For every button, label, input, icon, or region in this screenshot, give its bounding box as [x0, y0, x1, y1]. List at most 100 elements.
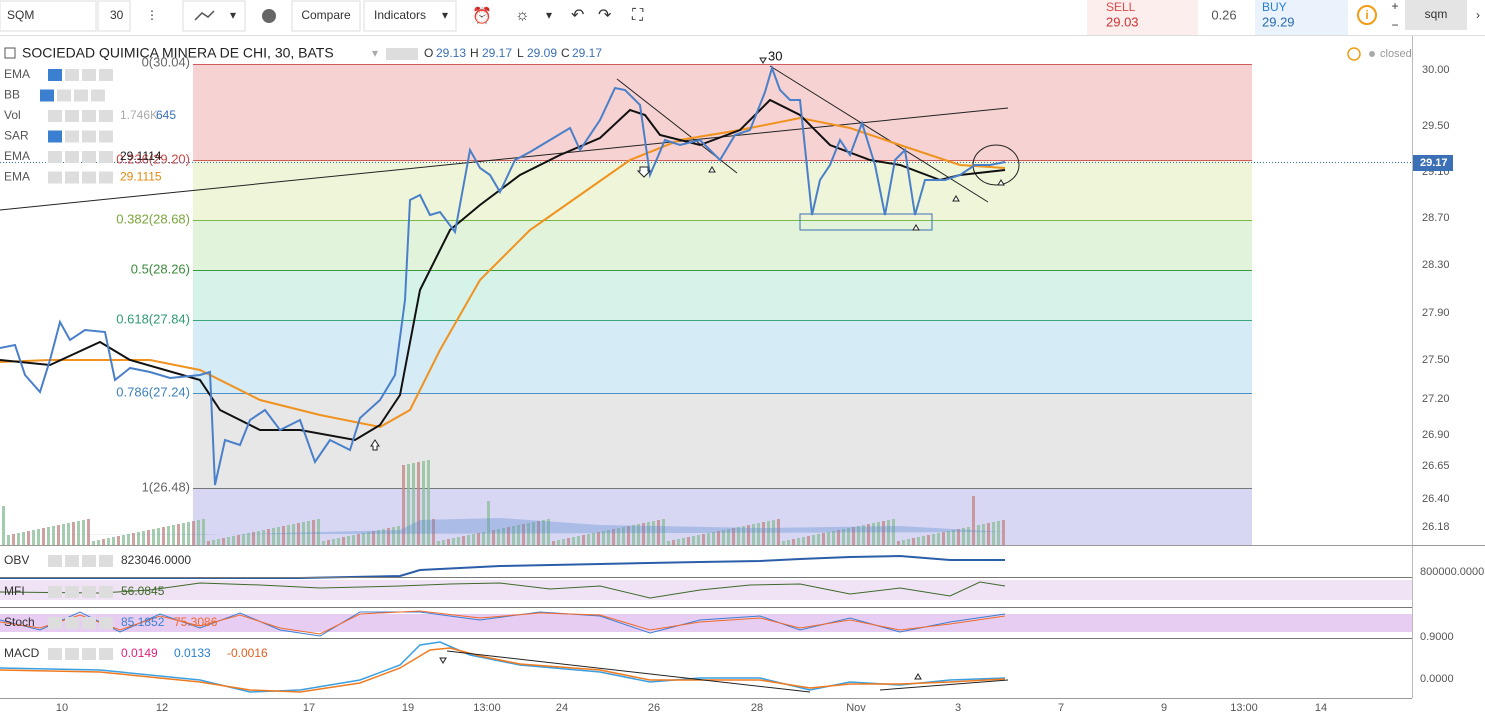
- volume-bar: [547, 519, 550, 545]
- panel-button[interactable]: [82, 586, 96, 598]
- indicator-button[interactable]: [48, 110, 62, 122]
- volume-bar: [937, 533, 940, 545]
- panel-button[interactable]: [65, 586, 79, 598]
- volume-ma: [0, 518, 1005, 535]
- undo-button[interactable]: ↶: [571, 7, 584, 24]
- indicator-button[interactable]: [65, 110, 79, 122]
- volume-bar: [442, 540, 445, 545]
- panel-button[interactable]: [48, 617, 62, 629]
- volume-bar: [252, 532, 255, 545]
- sell-box[interactable]: [1087, 0, 1198, 35]
- indicator-button[interactable]: [74, 89, 88, 102]
- alert-button[interactable]: ⏰: [472, 6, 492, 25]
- volume-bar: [767, 521, 770, 545]
- idea-button[interactable]: ☼: [515, 7, 530, 24]
- indicator-button[interactable]: [48, 151, 62, 163]
- volume-bar: [407, 464, 410, 545]
- panel-button[interactable]: [48, 555, 62, 567]
- indicator-button[interactable]: [82, 171, 96, 184]
- panel-button[interactable]: [82, 555, 96, 567]
- volume-bar: [607, 530, 610, 545]
- volume-bar: [17, 533, 20, 545]
- panel-button[interactable]: [99, 648, 113, 660]
- volume-bar: [172, 525, 175, 545]
- zoom-in[interactable]: +: [1391, 0, 1398, 13]
- indicator-button[interactable]: [99, 69, 113, 81]
- panel-button[interactable]: [65, 555, 79, 567]
- indicator-button[interactable]: [65, 69, 79, 81]
- dropdown[interactable]: ▾: [372, 46, 378, 60]
- indicator-button[interactable]: [99, 110, 113, 122]
- volume-bar: [742, 526, 745, 545]
- indicator-button[interactable]: [48, 171, 62, 184]
- symbol-input[interactable]: [0, 0, 97, 32]
- chart-style-button[interactable]: [182, 0, 246, 32]
- volume-bar: [112, 537, 115, 545]
- zoom-out[interactable]: −: [1391, 18, 1398, 32]
- indicator-button[interactable]: [82, 110, 96, 122]
- toolbar: SQM 30 ⋮ ▾ Compare Indicators ▾ ⏰ ☼ ▾ ↶ …: [0, 0, 1485, 36]
- volume-bar: [137, 532, 140, 545]
- fib-label: 0.618(27.84): [116, 311, 190, 326]
- volume-bar: [852, 527, 855, 545]
- indicator-button[interactable]: [48, 130, 62, 143]
- compare-button[interactable]: [291, 0, 361, 32]
- volume-bar: [192, 521, 195, 545]
- tab-arrow: ›: [1476, 8, 1480, 22]
- redo-button[interactable]: ↷: [598, 7, 612, 24]
- indicator-button[interactable]: [82, 130, 96, 143]
- panel-button[interactable]: [99, 617, 113, 629]
- volume-bar: [272, 528, 275, 545]
- volume-bar: [262, 530, 265, 545]
- warning-icon[interactable]: [1357, 5, 1377, 25]
- panel-button[interactable]: [65, 617, 79, 629]
- price-tick-label: 26.40: [1422, 493, 1450, 505]
- panel-button[interactable]: [99, 555, 113, 567]
- indicator-button[interactable]: [65, 171, 79, 184]
- volume-bar: [117, 536, 120, 545]
- indicator-button[interactable]: [48, 69, 62, 81]
- volume-bar: [582, 535, 585, 545]
- panel-button[interactable]: [99, 586, 113, 598]
- interval-input[interactable]: [97, 0, 131, 32]
- indicator-value: 1.746K: [120, 108, 158, 122]
- indicator-button[interactable]: [99, 130, 113, 143]
- volume-bar: [222, 538, 225, 545]
- indicator-button[interactable]: [65, 130, 79, 143]
- volume-bar: [637, 524, 640, 545]
- volume-bar: [877, 522, 880, 545]
- volume-bar: [102, 539, 105, 545]
- time-tick-label: 14: [1315, 702, 1327, 714]
- volume-bar: [107, 538, 110, 545]
- indicator-button[interactable]: [65, 151, 79, 163]
- legend-buttons[interactable]: [386, 48, 418, 60]
- volume-bar: [987, 523, 990, 545]
- volume-bar: [857, 526, 860, 545]
- indicator-button[interactable]: [82, 151, 96, 163]
- fullscreen-button[interactable]: ⛶: [632, 7, 644, 24]
- panel-button[interactable]: [82, 617, 96, 629]
- svg-text:i: i: [1365, 8, 1368, 22]
- indicator-button[interactable]: [57, 89, 71, 102]
- panel-button[interactable]: [82, 648, 96, 660]
- volume-bar: [92, 541, 95, 545]
- indicators-label: Indicators: [374, 8, 426, 22]
- indicator-button[interactable]: [99, 171, 113, 184]
- indicator-button[interactable]: [91, 89, 105, 102]
- panel-button[interactable]: [48, 648, 62, 660]
- buy-box[interactable]: [1255, 0, 1348, 35]
- panel-name: OBV: [4, 553, 29, 567]
- panel-button[interactable]: [65, 648, 79, 660]
- indicator-button[interactable]: [99, 151, 113, 163]
- more-button[interactable]: ⋮: [146, 8, 158, 22]
- indicator-button[interactable]: [40, 89, 54, 102]
- settings-button[interactable]: [262, 9, 276, 23]
- volume-bar: [947, 531, 950, 545]
- volume-bar: [2, 506, 5, 545]
- time-tick-label: 24: [556, 702, 568, 714]
- panel-button[interactable]: [48, 586, 62, 598]
- indicator-button[interactable]: [82, 69, 96, 81]
- indicators-button[interactable]: [363, 0, 457, 32]
- symbol-tab[interactable]: [1405, 0, 1467, 30]
- panel-tick-label: 0.0000: [1420, 673, 1454, 685]
